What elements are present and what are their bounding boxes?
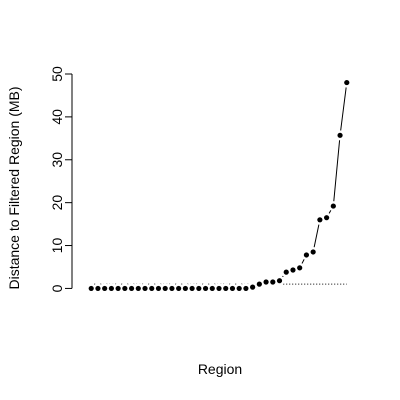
point: [155, 285, 162, 292]
point: [202, 285, 209, 292]
x-axis-label: Region: [198, 361, 242, 377]
point: [330, 203, 336, 209]
point: [276, 278, 283, 284]
point: [196, 285, 202, 292]
y-tick-label: 50: [49, 66, 65, 82]
point: [128, 285, 135, 292]
point: [122, 285, 128, 292]
point: [256, 281, 262, 287]
y-axis-label: Distance to Filtered Region (MB): [6, 86, 22, 289]
point: [297, 265, 303, 271]
y-tick-label: 40: [49, 109, 65, 125]
y-tick-label: 10: [49, 238, 65, 254]
point: [270, 279, 276, 285]
point: [337, 132, 343, 138]
point: [283, 269, 289, 275]
point: [88, 285, 94, 292]
point: [162, 285, 168, 292]
point: [209, 285, 215, 292]
point: [223, 285, 229, 292]
point: [102, 285, 108, 292]
point: [324, 215, 330, 221]
point: [95, 285, 101, 292]
y-tick-label: 20: [49, 195, 65, 211]
point: [135, 285, 141, 292]
point: [189, 285, 195, 292]
point: [142, 285, 148, 292]
point: [310, 249, 316, 255]
point: [169, 285, 175, 292]
point: [250, 284, 256, 290]
point: [344, 79, 350, 86]
point: [182, 285, 188, 292]
point: [216, 285, 222, 292]
point: [115, 285, 121, 292]
point: [290, 267, 296, 273]
point: [149, 285, 155, 292]
point: [317, 217, 323, 223]
point: [243, 285, 249, 292]
point: [263, 279, 269, 285]
point: [303, 252, 310, 258]
y-tick-label: 30: [49, 152, 65, 168]
point: [108, 285, 114, 292]
point: [236, 285, 242, 292]
y-tick-label: 0: [49, 284, 65, 292]
point: [229, 285, 236, 292]
point: [176, 285, 182, 292]
